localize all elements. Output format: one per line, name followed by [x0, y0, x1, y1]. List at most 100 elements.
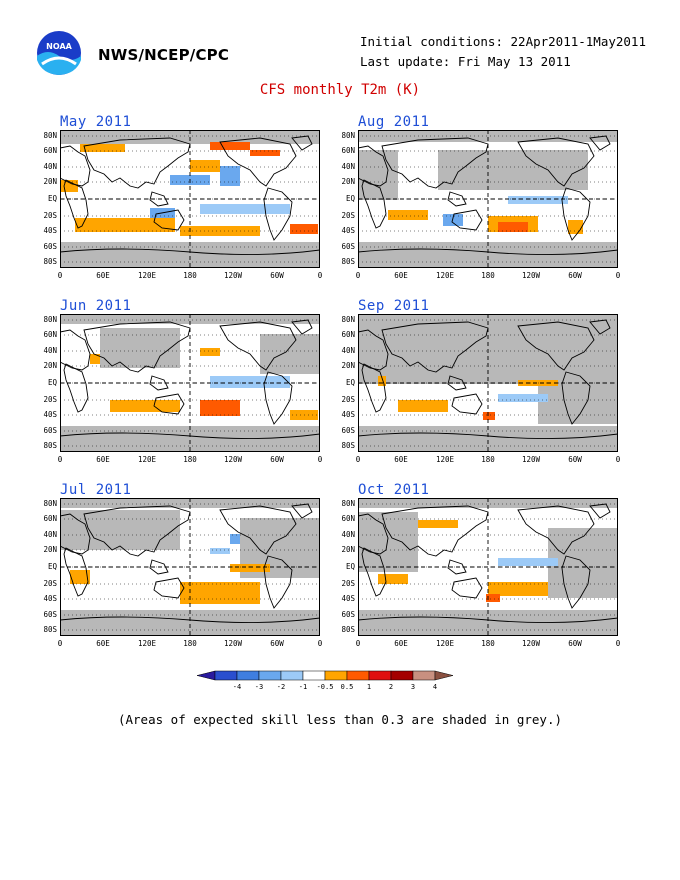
- lon-tick-label: 120W: [223, 271, 243, 280]
- coastline: [63, 547, 89, 597]
- lat-tick-label: 60S: [43, 426, 57, 435]
- colorbar-segment: [236, 670, 260, 681]
- shaded-region: [508, 196, 568, 204]
- lat-tick-label: 60N: [341, 146, 355, 155]
- lat-tick-label: 40S: [43, 594, 57, 603]
- lon-tick-label: 0: [355, 639, 361, 648]
- shaded-region: [210, 548, 230, 554]
- lat-tick-label: 40S: [43, 410, 57, 419]
- coastline: [149, 191, 169, 207]
- lat-tick-label: 60N: [341, 330, 355, 339]
- shaded-region: [358, 150, 398, 200]
- lat-tick-label: 40N: [43, 162, 57, 171]
- lon-tick-label: 0: [615, 455, 621, 464]
- lon-tick-label: 0: [317, 271, 323, 280]
- shaded-region: [388, 210, 428, 220]
- panel-month-label: Aug 2011: [358, 114, 430, 130]
- coastline: [451, 209, 483, 231]
- coastline: [517, 321, 595, 371]
- lat-tick-label: EQ: [47, 562, 57, 571]
- coastline: [83, 505, 191, 557]
- coastline: [60, 513, 91, 555]
- shaded-region: [498, 558, 558, 566]
- colorbar-segment: [346, 670, 370, 681]
- colorbar-segment: [302, 670, 326, 681]
- lon-tick-label: 0: [317, 639, 323, 648]
- lat-tick-label: 60S: [43, 242, 57, 251]
- lat-tick-label: 40S: [43, 226, 57, 235]
- coastline: [381, 137, 489, 189]
- lat-tick-label: 80N: [341, 131, 355, 140]
- lon-tick-label: 0: [355, 455, 361, 464]
- shaded-region: [190, 160, 220, 172]
- shaded-region: [70, 570, 90, 584]
- lat-tick-label: EQ: [345, 378, 355, 387]
- lon-tick-label: 120E: [435, 455, 455, 464]
- lat-tick-label: 40N: [43, 346, 57, 355]
- shaded-region: [358, 498, 618, 508]
- coastline: [153, 577, 185, 599]
- shaded-region: [498, 222, 528, 232]
- shaded-region: [438, 150, 588, 190]
- lon-tick-label: 180: [481, 271, 495, 280]
- lat-tick-label: EQ: [345, 562, 355, 571]
- coastline: [589, 503, 611, 519]
- lat-tick-label: 60S: [341, 610, 355, 619]
- lon-tick-label: 120E: [137, 639, 157, 648]
- colorbar: -4 -3 -2 -1 -0.5 0.5 1 2 3 4: [196, 670, 454, 691]
- coastline: [361, 547, 387, 597]
- lat-tick-label: 40N: [43, 530, 57, 539]
- coastline: [361, 363, 387, 413]
- lat-tick-label: 80N: [341, 315, 355, 324]
- lat-tick-label: 80S: [43, 441, 57, 450]
- lon-tick-label: 180: [183, 271, 197, 280]
- coastline: [263, 555, 293, 609]
- colorbar-label: -0.5: [317, 683, 334, 691]
- coastline: [83, 137, 191, 189]
- lat-tick-label: 40N: [341, 162, 355, 171]
- lon-tick-label: 120E: [137, 271, 157, 280]
- panel-month-label: Jul 2011: [60, 482, 132, 498]
- lon-tick-label: 120E: [435, 271, 455, 280]
- map-frame: [358, 498, 618, 636]
- lon-tick-label: 180: [183, 455, 197, 464]
- map-frame: [60, 498, 320, 636]
- coastline: [358, 248, 618, 256]
- shaded-region: [100, 328, 180, 368]
- lon-tick-label: 60E: [96, 639, 110, 648]
- lat-tick-label: 40S: [341, 226, 355, 235]
- lon-tick-label: 0: [615, 271, 621, 280]
- anomaly-map: [60, 130, 320, 268]
- coastline: [358, 513, 389, 555]
- colorbar-end-left: [196, 670, 216, 681]
- coastline: [63, 179, 89, 229]
- lon-tick-label: 60W: [568, 271, 582, 280]
- shaded-region: [538, 384, 618, 424]
- shaded-region: [200, 348, 220, 356]
- shaded-region: [568, 220, 583, 234]
- lat-tick-label: 60N: [43, 514, 57, 523]
- shaded-region: [498, 394, 548, 402]
- shaded-region: [398, 400, 448, 412]
- panel-month-label: Oct 2011: [358, 482, 430, 498]
- colorbar-label: -3: [255, 683, 263, 691]
- panel-month-label: Jun 2011: [60, 298, 132, 314]
- anomaly-map: [358, 314, 618, 452]
- last-update: Last update: Fri May 13 2011: [360, 54, 571, 69]
- anomaly-map: [358, 130, 618, 268]
- lon-tick-label: 60E: [96, 271, 110, 280]
- map-frame: [60, 314, 320, 452]
- lon-tick-label: 0: [317, 455, 323, 464]
- coastline: [447, 375, 467, 391]
- panel-month-label: May 2011: [60, 114, 132, 130]
- coastline: [451, 393, 483, 415]
- lon-tick-label: 180: [183, 639, 197, 648]
- colorbar-segment: [324, 670, 348, 681]
- lon-tick-label: 120W: [521, 271, 541, 280]
- lat-tick-label: 80N: [43, 499, 57, 508]
- shaded-region: [180, 582, 260, 604]
- shaded-region: [75, 218, 175, 232]
- lat-tick-label: 20N: [341, 361, 355, 370]
- lat-tick-label: 60S: [341, 242, 355, 251]
- coastline: [447, 191, 467, 207]
